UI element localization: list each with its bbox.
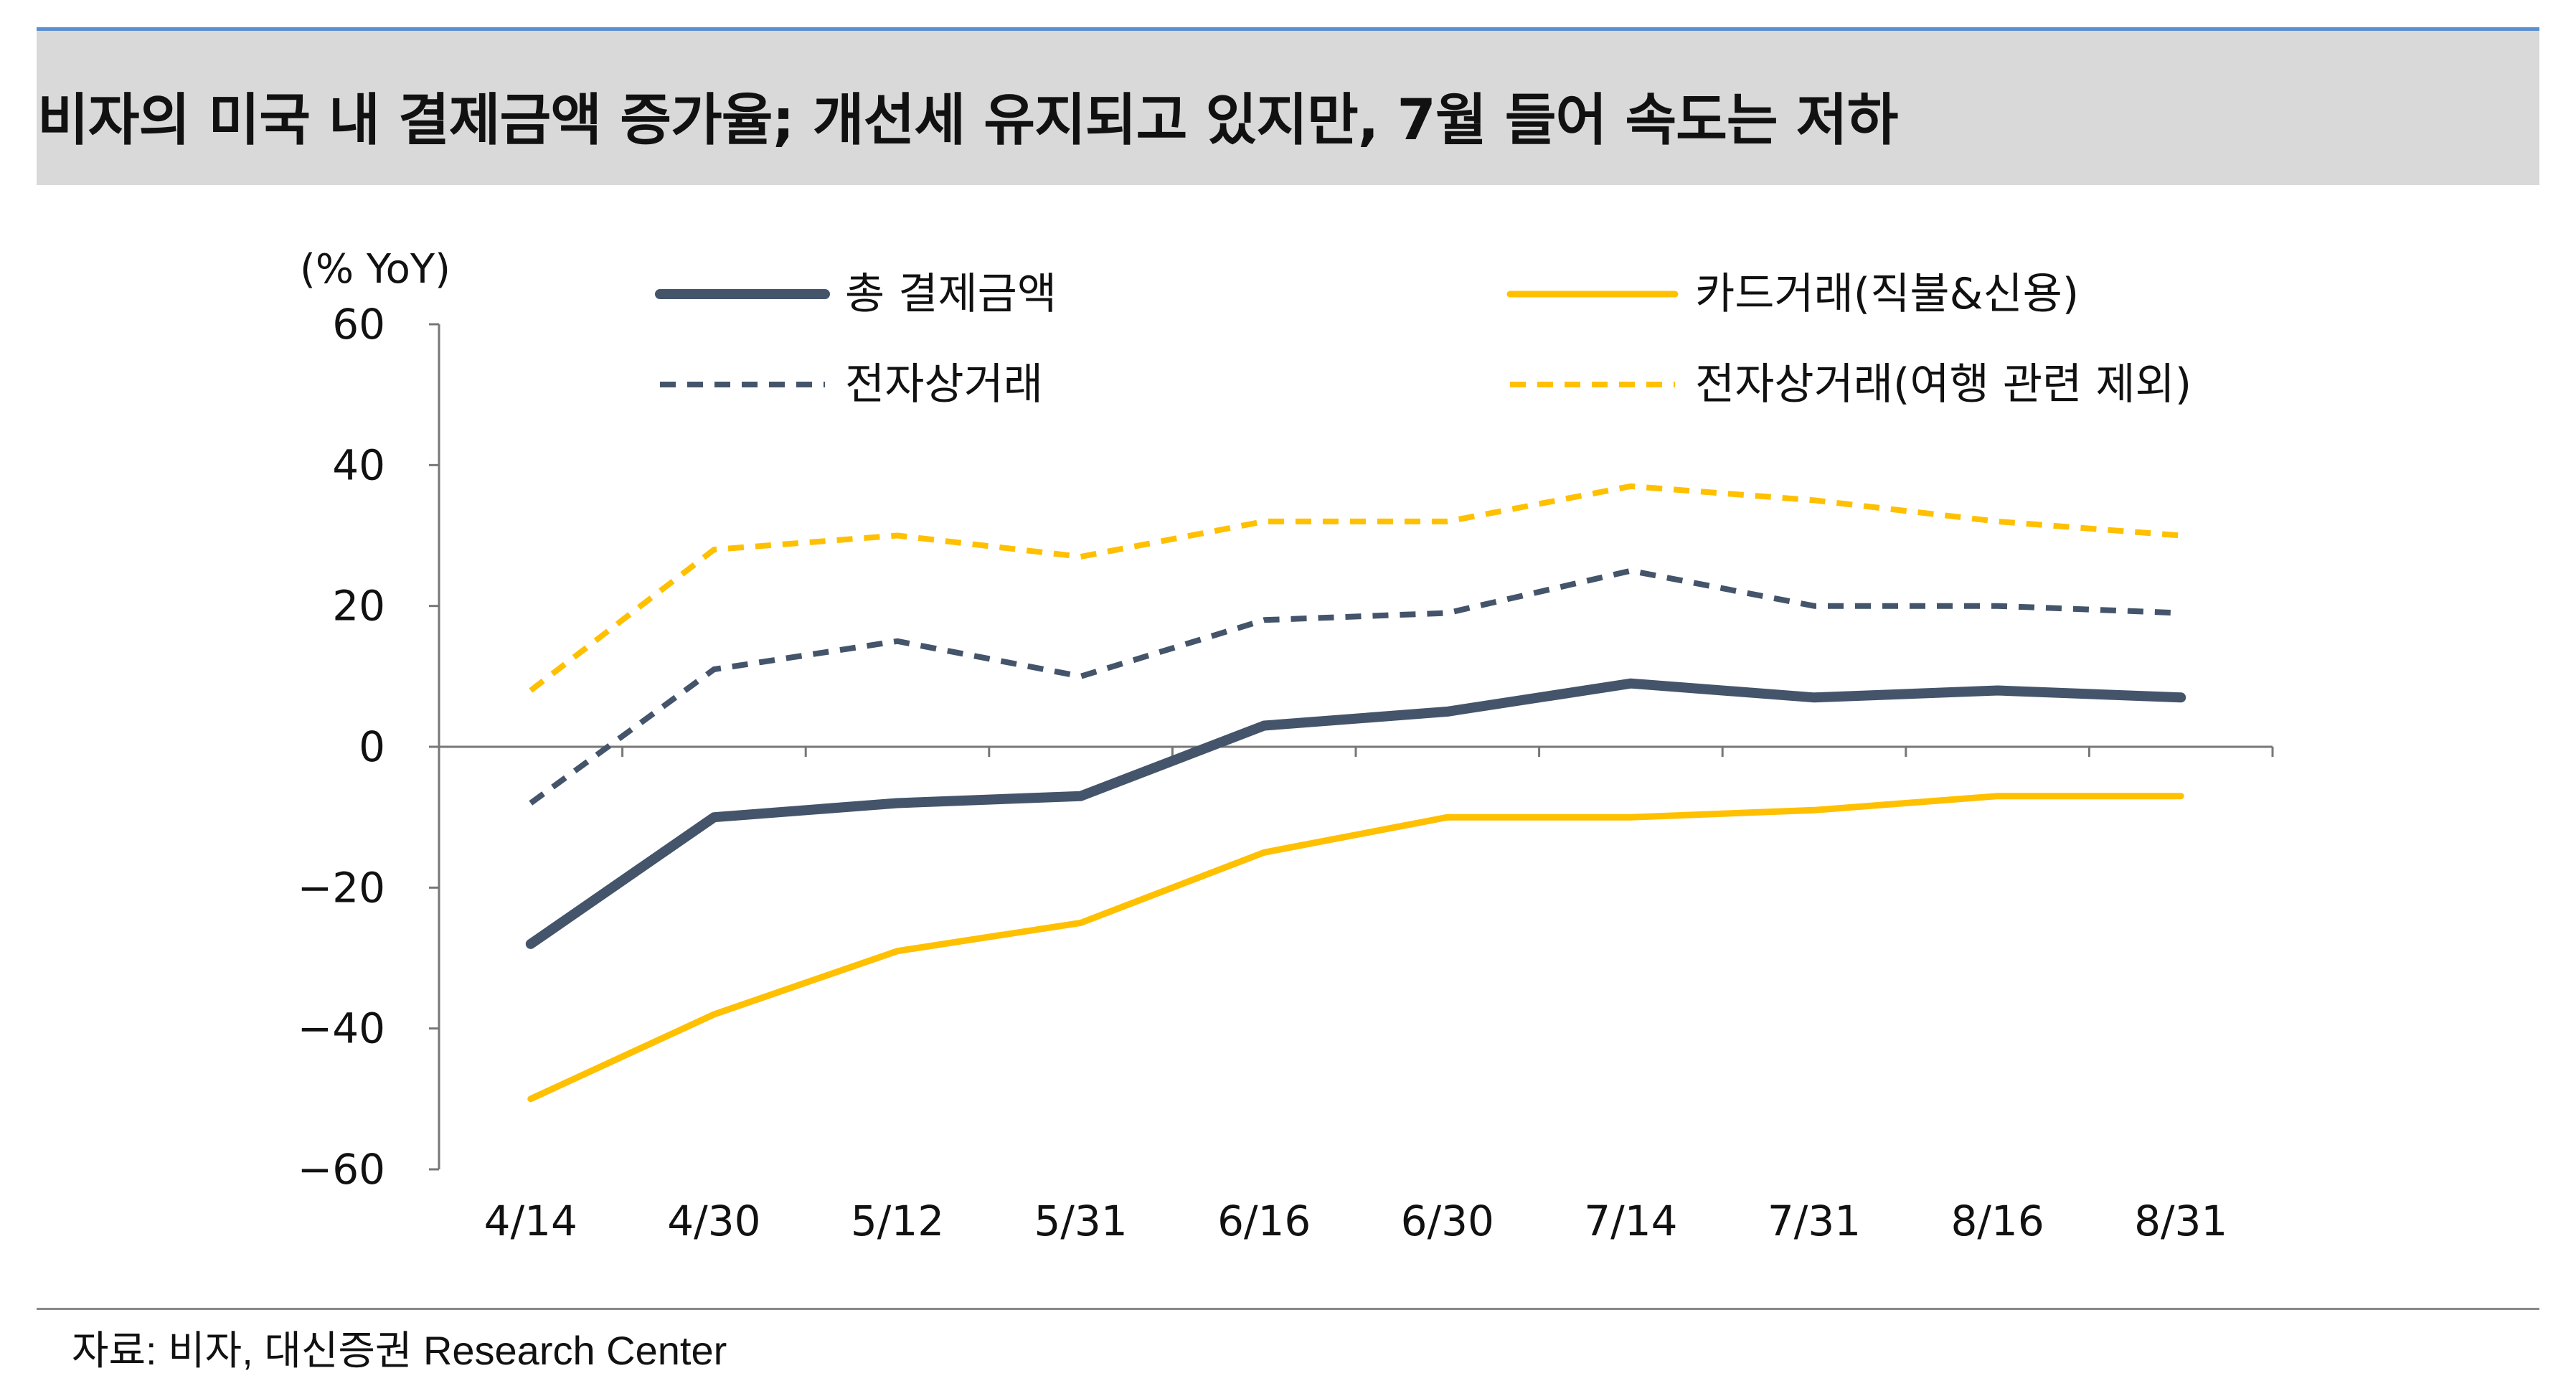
title-bar <box>37 31 2539 185</box>
y-tick-label: 40 <box>332 440 385 489</box>
legend-label-2: 카드거래(직불&신용) <box>1695 269 2079 319</box>
line-chart: 60 40 20 0 −20 −40 −60 (% YoY) 4/14 4/30 5/12 5/31 6… <box>298 246 2274 1245</box>
x-tick-label: 7/14 <box>1584 1197 1677 1245</box>
series-line-2 <box>527 793 2184 1103</box>
source-note: 자료: 비자, 대신증권 Research Center <box>72 1328 727 1373</box>
source-rule <box>37 1308 2539 1310</box>
legend-label-4: 전자상거래(여행 관련 제외) <box>1695 359 2192 410</box>
series-line-3 <box>529 567 2181 806</box>
x-tick-label: 5/12 <box>851 1197 944 1245</box>
chart-axes: 60 40 20 0 −20 −40 −60 (% YoY) 4/14 4/30 5/12 5/31 6… <box>298 246 2274 1245</box>
x-tick-label: 8/16 <box>1950 1197 2044 1245</box>
y-tick-label: 0 <box>359 722 385 771</box>
y-tick-label: 20 <box>332 582 385 631</box>
y-axis-unit-label: (% YoY) <box>300 246 450 293</box>
x-tick-label: 5/31 <box>1034 1197 1127 1245</box>
y-tick-label: 60 <box>332 300 385 349</box>
chart-legend: 총 결제금액 카드거래(직불&신용) 전자상거래 전자상거래(여행 관련 제외) <box>655 269 2192 410</box>
x-tick-label: 4/30 <box>667 1197 760 1245</box>
legend-label-3: 전자상거래 <box>845 359 1043 410</box>
x-tick-label: 6/16 <box>1217 1197 1311 1245</box>
y-tick-label: −40 <box>298 1004 385 1053</box>
chart-series <box>525 483 2186 1103</box>
y-tick-label: −20 <box>298 863 385 912</box>
x-tick-label: 6/30 <box>1401 1197 1494 1245</box>
y-tick-label: −60 <box>298 1145 385 1194</box>
series-line-4 <box>529 483 2181 693</box>
series-line-1 <box>525 678 2186 949</box>
x-tick-label: 8/31 <box>2134 1197 2227 1245</box>
x-tick-label: 7/31 <box>1768 1197 1861 1245</box>
title-top-rule <box>37 27 2539 31</box>
chart-title: 비자의 미국 내 결제금액 증가율; 개선세 유지되고 있지만, 7월 들어 속… <box>37 88 1898 153</box>
x-tick-label: 4/14 <box>484 1197 577 1245</box>
legend-label-1: 총 결제금액 <box>845 269 1057 319</box>
